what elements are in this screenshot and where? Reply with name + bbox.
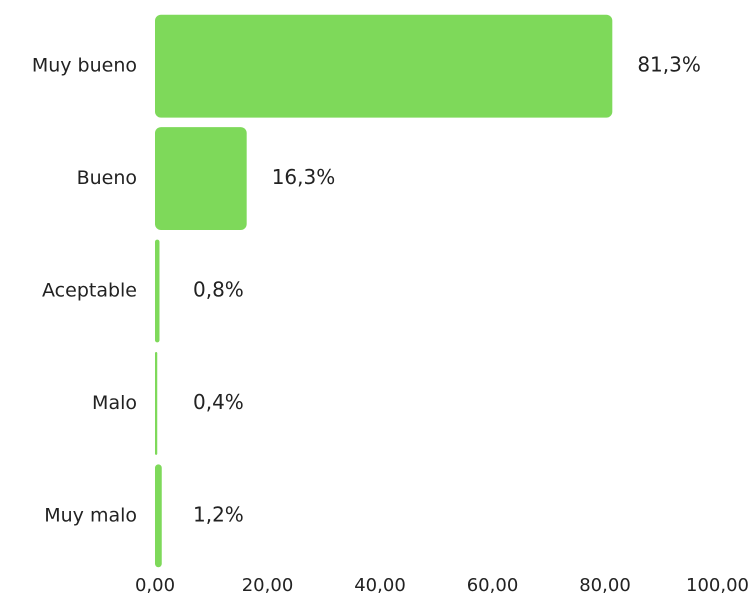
value-label: 1,2%	[193, 502, 244, 526]
y-tick-label: Aceptable	[42, 280, 137, 302]
x-tick-label: 100,00	[686, 575, 749, 596]
value-label: 16,3%	[272, 165, 336, 189]
bar	[155, 127, 247, 231]
x-tick-label: 40,00	[354, 575, 406, 596]
x-tick-label: 80,00	[579, 575, 631, 596]
y-tick-label: Muy malo	[44, 504, 137, 526]
x-tick-label: 60,00	[467, 575, 519, 596]
y-tick-label: Bueno	[77, 167, 137, 189]
bar	[155, 464, 162, 568]
bar	[155, 14, 613, 118]
bar	[155, 239, 160, 343]
y-tick-label: Malo	[92, 392, 137, 414]
value-label: 81,3%	[637, 53, 701, 77]
x-tick-label: 0,00	[135, 575, 175, 596]
value-label: 0,8%	[193, 278, 244, 302]
bar	[155, 351, 158, 455]
y-tick-label: Muy bueno	[32, 55, 137, 77]
value-label: 0,4%	[193, 390, 244, 414]
x-tick-label: 20,00	[242, 575, 294, 596]
